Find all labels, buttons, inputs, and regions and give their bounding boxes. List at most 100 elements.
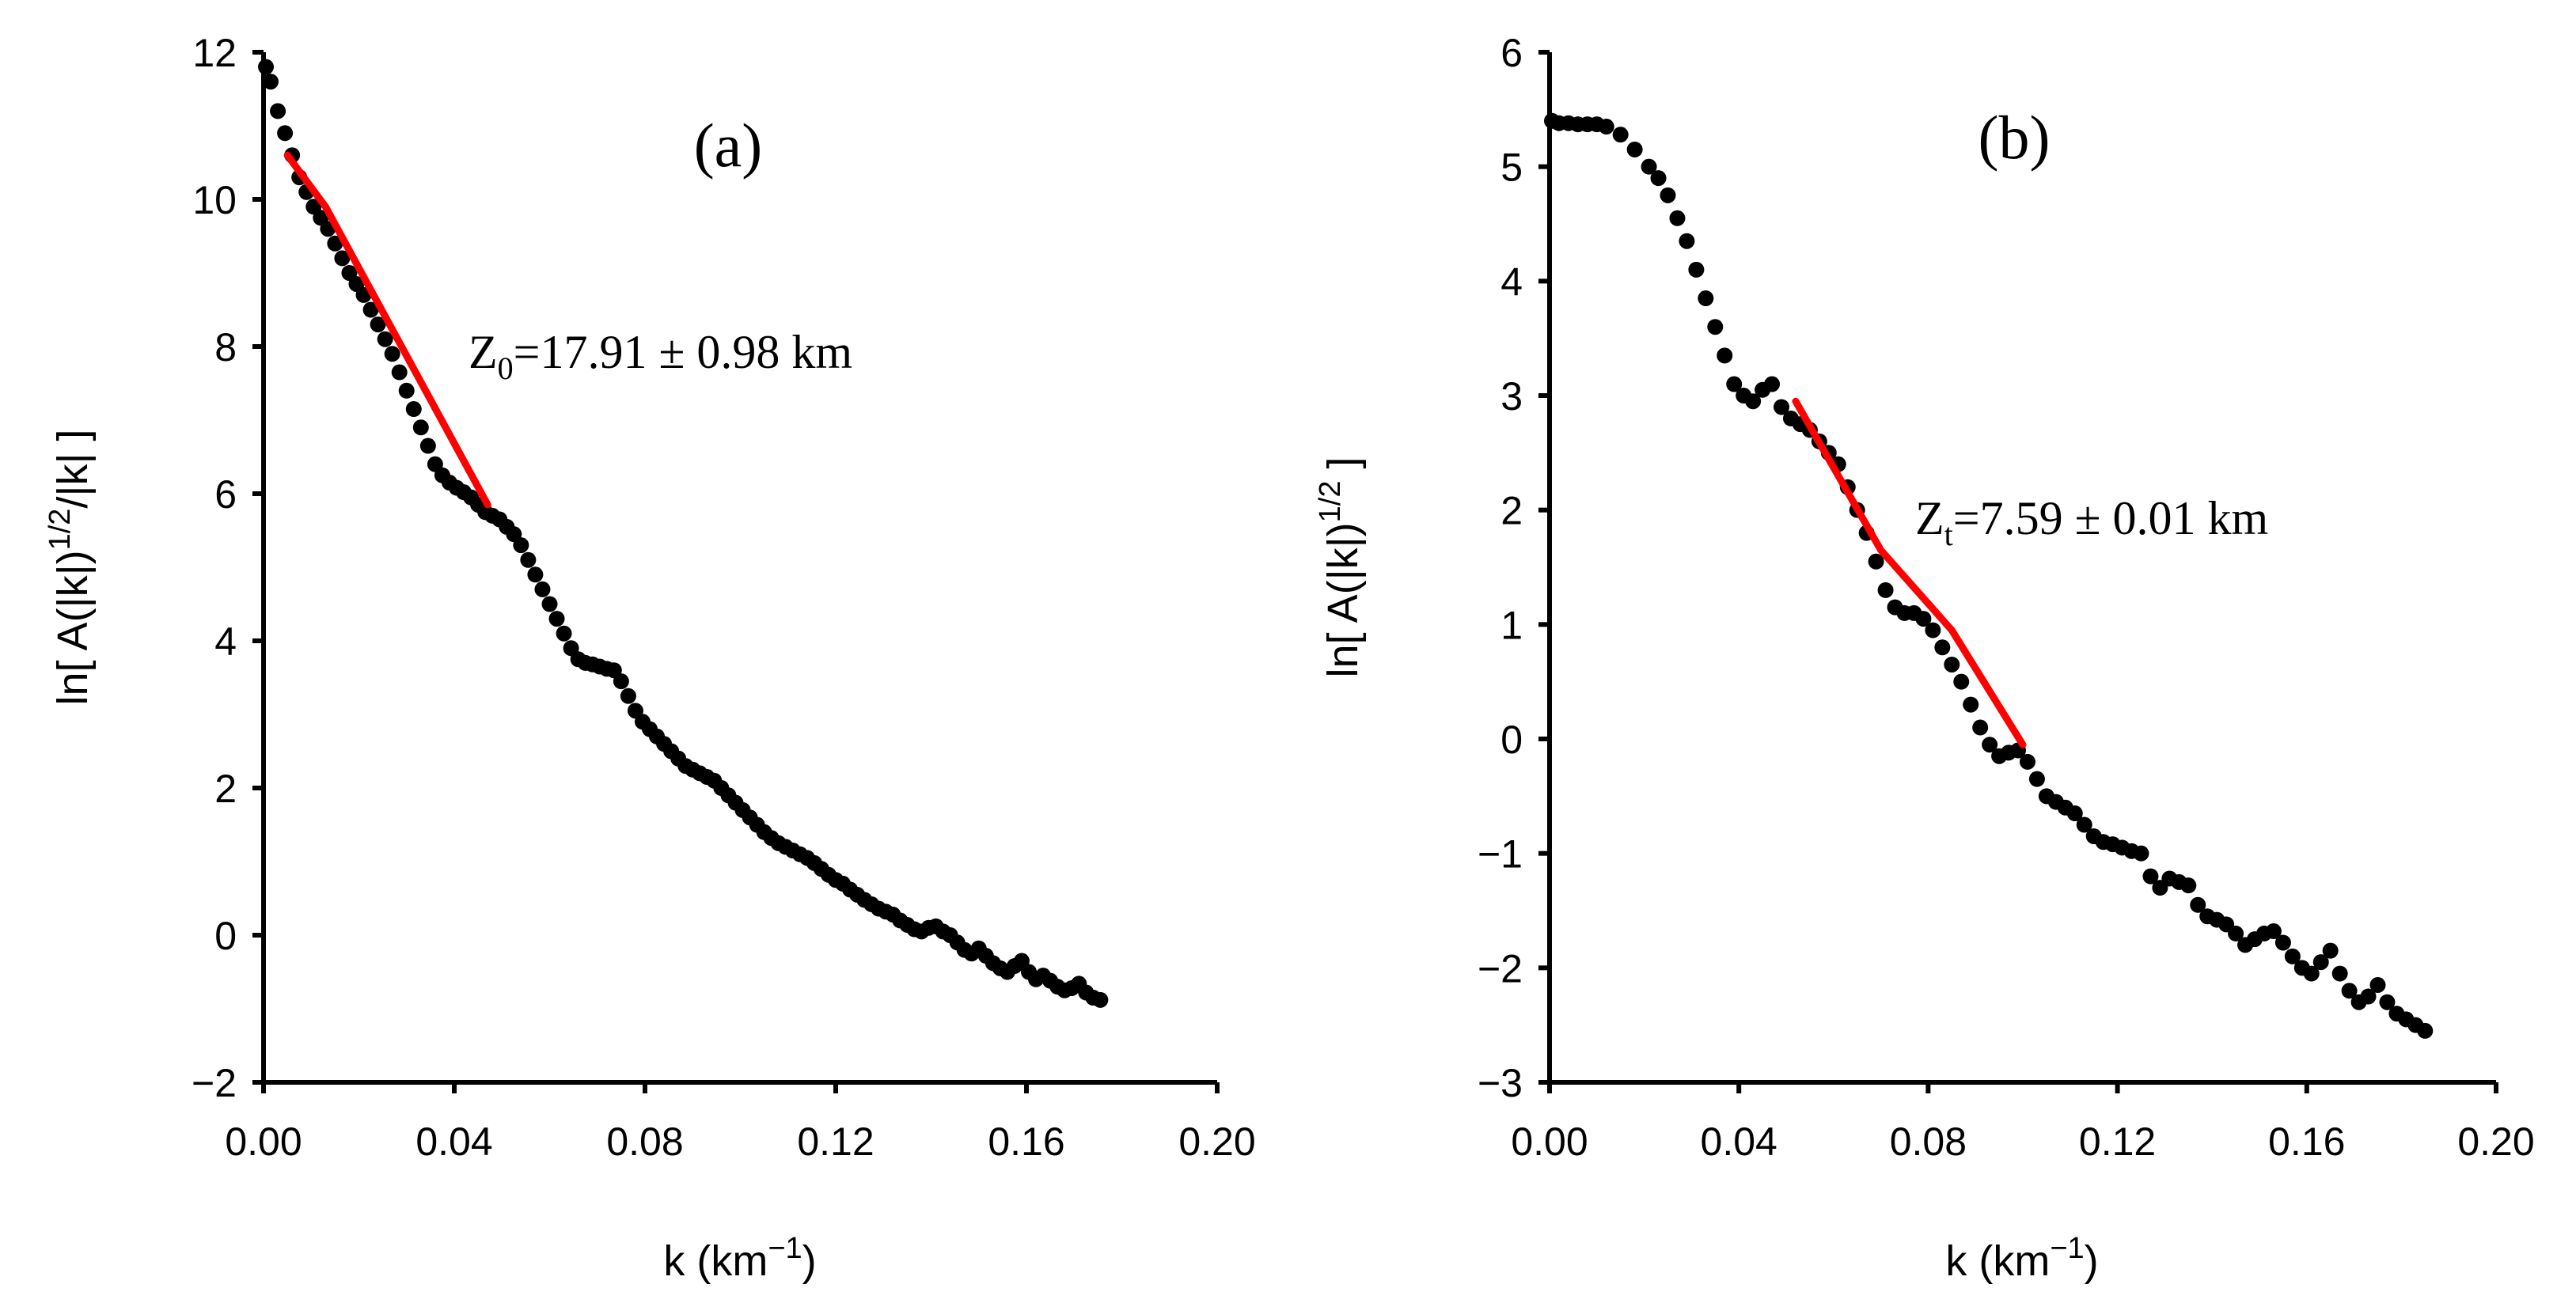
panel-b-data-point — [1726, 376, 1743, 392]
panel-b-data-point — [1774, 399, 1790, 415]
panel-a-x-tick-labels: 0.00 0.04 0.08 0.12 0.16 0.20 — [225, 1119, 1255, 1164]
panel-b-data-point — [2312, 954, 2329, 971]
panel-b-data-point — [2274, 934, 2291, 951]
panel-b-data-point — [2019, 753, 2035, 770]
panel-a-data-point — [391, 364, 408, 381]
panel-a-data-point — [405, 401, 422, 418]
panel-a-label: (a) — [694, 111, 763, 180]
panel-b-x-axis-title: k (km−1) — [1945, 1232, 2098, 1285]
panel-a-x-tick-label: 0.08 — [606, 1119, 683, 1164]
panel-b-data-point — [1953, 673, 1970, 690]
panel-b-data-point — [1963, 696, 1979, 713]
panel-b-data-point — [2228, 925, 2244, 941]
panel-b-data-point — [2190, 896, 2206, 913]
panel-b-data-point — [1688, 261, 1705, 278]
panel-b-y-tick-label: 4 — [1500, 260, 1523, 304]
panel-b-y-tick-labels: −3 −2 −1 0 1 2 3 4 5 6 — [1478, 31, 1523, 1105]
panel-a-data-point — [541, 596, 558, 612]
panel-b-data-point — [1868, 553, 1884, 570]
panel-a-data-point — [384, 346, 400, 362]
panel-b-data-point — [1650, 170, 1667, 187]
panel-b-x-tick-label: 0.08 — [1890, 1119, 1967, 1164]
panel-a-fit-line — [283, 151, 491, 509]
panel-b-data-point — [1698, 290, 1714, 307]
panel-a-data-point — [370, 316, 386, 333]
panel-a-data-point — [527, 566, 544, 583]
panel-b-xlabel-close: ) — [2085, 1237, 2099, 1285]
panel-b-data-point — [1934, 639, 1951, 656]
panel-a-y-tick-label: 2 — [214, 767, 237, 811]
panel-a-y-tick-label: 0 — [214, 914, 237, 958]
panel-a-annotation-rest: =17.91 ± 0.98 km — [514, 326, 852, 378]
panel-b-x-tick-label: 0.20 — [2457, 1119, 2534, 1164]
panel-b-chart: −3 −2 −1 0 1 2 3 4 5 6 0.00 0.04 0.08 0.12 0.16 0.20 (… — [1314, 31, 2535, 1285]
panel-a-data-point — [327, 235, 343, 252]
panel-a-data-point — [277, 125, 294, 142]
panel-a-data-point — [534, 581, 551, 597]
panel-b-y-tick-label: 3 — [1500, 374, 1523, 419]
panel-b-data-point — [2303, 965, 2320, 982]
panel-a-y-tick-label: 8 — [214, 325, 237, 369]
panel-b-data-point — [2322, 942, 2339, 959]
panel-b-y-tick-label: 0 — [1500, 718, 1523, 762]
panel-a-ylabel-rest: /|k| ] — [49, 430, 97, 509]
panel-b-data-point — [1641, 158, 1657, 175]
panel-b-xlabel-main: k (km — [1945, 1237, 2050, 1285]
panel-a-data-point — [412, 419, 429, 436]
panel-a-data-point — [258, 59, 275, 75]
panel-b-x-tick-label: 0.16 — [2268, 1119, 2345, 1164]
panel-a-data-point — [263, 74, 279, 90]
panel-a-data-point — [1092, 991, 1109, 1008]
panel-b-data-point — [1626, 141, 1643, 157]
panel-b-data-point — [1764, 376, 1781, 392]
panel-a-xlabel-main: k (km — [663, 1237, 768, 1285]
panel-b-fit-line — [1792, 397, 2027, 748]
panel-a-annotation: Z0=17.91 ± 0.98 km — [469, 326, 852, 386]
panel-b-y-tick-label: −3 — [1478, 1061, 1523, 1105]
panel-b-data-point — [2133, 845, 2149, 862]
panel-a-data-point — [398, 382, 415, 399]
panel-b-data-point — [1660, 187, 1676, 203]
panel-b-data-point — [1745, 393, 1762, 410]
panel-b-data-point — [1612, 127, 1629, 143]
panel-a-data-point — [270, 103, 286, 119]
panel-a-data-point — [362, 301, 379, 318]
panel-b-data-point — [1877, 582, 1894, 598]
panel-b-data-point — [2341, 983, 2358, 999]
panel-b-data-point — [1707, 319, 1724, 335]
panel-a-data-point — [513, 537, 529, 554]
panel-a-tick-marks — [252, 50, 1220, 1093]
panel-b-data-point — [2417, 1022, 2434, 1039]
panel-b-x-tick-label: 0.04 — [1701, 1119, 1777, 1164]
panel-a-x-tick-label: 0.00 — [225, 1119, 302, 1164]
panel-b-data-point — [1717, 347, 1733, 364]
panel-a-data-point — [548, 611, 565, 627]
panel-a-data-point — [613, 673, 629, 690]
panel-a-xlabel-sup: −1 — [768, 1232, 802, 1265]
panel-b-y-axis-title: ln[ A(|k|)1/2 ] — [1314, 457, 1367, 678]
panel-b-data-point — [2142, 868, 2159, 885]
panel-b-data-point — [1669, 210, 1686, 226]
panel-b-data-point — [1598, 119, 1614, 135]
panel-a-data-point — [520, 551, 537, 568]
panel-b-annotation: Zt=7.59 ± 0.01 km — [1915, 492, 2268, 552]
panel-a-y-tick-label: 4 — [214, 619, 237, 664]
panel-a-data-point — [377, 331, 393, 347]
panel-a-ylabel-main: ln[ A(|k|) — [49, 550, 97, 705]
panel-b-x-tick-labels: 0.00 0.04 0.08 0.12 0.16 0.20 — [1511, 1119, 2534, 1164]
panel-a-x-tick-label: 0.16 — [988, 1119, 1064, 1164]
panel-b-ylabel-main: ln[ A(|k|) — [1319, 522, 1367, 677]
panel-b-data-point — [1944, 656, 1960, 672]
panel-a-y-tick-labels: −2 0 2 4 6 8 10 12 — [192, 31, 237, 1105]
panel-b-data-point — [2360, 988, 2377, 1005]
panel-b-y-tick-label: 6 — [1500, 31, 1523, 75]
panel-b-data-point — [2028, 771, 2045, 787]
panel-b-data-point — [2379, 994, 2396, 1010]
panel-a-ylabel-sup: 1/2 — [44, 509, 77, 551]
panel-a-y-axis-title: ln[ A(|k|)1/2/|k| ] — [44, 430, 97, 706]
panel-b-data-point — [2265, 923, 2282, 940]
panel-b-ylabel-sup: 1/2 — [1314, 481, 1347, 523]
panel-b-data-point — [2180, 877, 2197, 894]
panel-a-annotation-main: Z — [469, 326, 498, 378]
